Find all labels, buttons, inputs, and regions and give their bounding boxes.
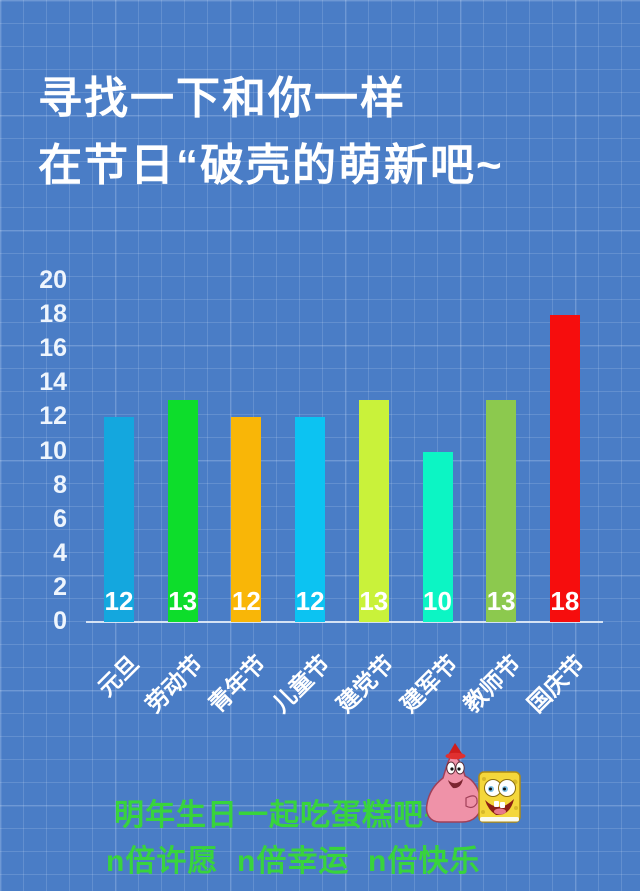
spongebob-sticker [478,771,521,823]
y-axis-tick-label: 6 [53,504,67,533]
bar-value-label: 12 [104,585,134,616]
bar-元旦: 12 [104,417,134,622]
y-axis-tick-label: 10 [39,436,67,465]
bar-value-label: 13 [486,585,516,616]
bar-value-label: 12 [295,585,325,616]
x-axis-tick-label-国庆节: 国庆节 [522,650,590,718]
y-axis-tick-label: 0 [53,607,67,635]
bar-value-label: 13 [359,585,389,616]
bar-建军节: 10 [422,451,453,622]
bar-value-label: 18 [550,585,580,616]
bar-青年节: 12 [231,417,262,622]
y-axis-tick-label: 2 [53,572,67,601]
y-axis-tick-label: 8 [53,470,67,499]
x-axis-tick-label-建军节: 建军节 [394,650,463,718]
x-axis-tick-label-建党节: 建党节 [331,650,399,718]
footer-caption-line1: 明年生日一起吃蛋糕吧~ [114,799,443,832]
bar-建党节: 13 [358,400,389,622]
y-axis-tick-label: 18 [39,300,67,329]
x-axis-tick-label-教师节: 教师节 [458,650,526,718]
x-axis-tick-label-青年节: 青年节 [203,650,272,718]
poster-title-line1: 寻找一下和你一样 [38,74,406,123]
bar-value-label: 12 [231,585,261,616]
x-axis-tick-label-儿童节: 儿童节 [267,650,335,718]
y-axis-tick-label: 20 [39,266,67,294]
bar-value-label: 10 [423,586,452,616]
cartoon-stickers [425,743,521,823]
bar-国庆节: 18 [549,315,580,622]
x-axis-tick-label-劳动节: 劳动节 [140,650,208,718]
footer-caption-line2: n倍许愿 n倍幸运 n倍快乐 [106,845,481,878]
x-axis-baseline [86,621,603,623]
bar-教师节: 13 [486,400,517,622]
poster-title-line2: 在节日“破壳的萌新吧~ [38,141,504,190]
bar-儿童节: 12 [295,417,326,622]
y-axis-tick-label: 12 [39,402,67,431]
patrick-star-sticker [425,743,482,823]
y-axis-tick-label: 14 [39,368,67,397]
y-axis-tick-label: 4 [53,538,67,567]
bar-劳动节: 13 [167,400,198,622]
y-axis-tick-label: 16 [39,334,67,363]
bar-value-label: 13 [168,585,198,616]
